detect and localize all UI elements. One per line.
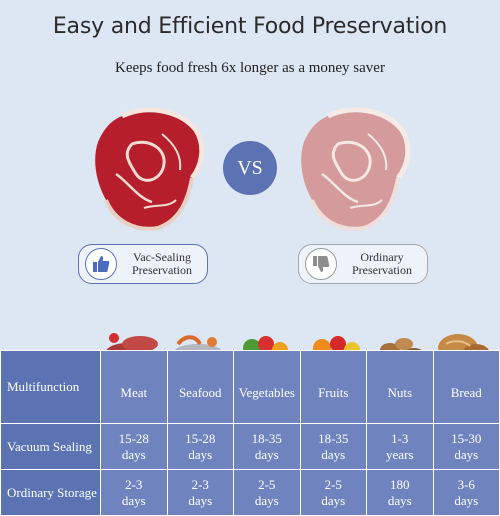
column-header-vegetables: Vegetables	[233, 350, 301, 424]
row-label-ordinary-storage: Ordinary Storage	[0, 469, 101, 516]
thumbs-up-icon	[85, 248, 117, 280]
table-row: Multifunction Meat Seafood Vegetables Fr…	[0, 350, 500, 424]
page-subtitle: Keeps food fresh 6x longer as a money sa…	[115, 60, 385, 76]
row-label-multifunction: Multifunction	[0, 350, 101, 424]
column-header-fruits: Fruits	[299, 350, 367, 424]
ordinary-steak-image	[301, 107, 411, 231]
vac-sealing-label-line2: Preservation	[132, 263, 192, 277]
thumbs-down-icon	[305, 248, 337, 280]
table-row: Ordinary Storage 2-3 days 2-3 days 2-5 days…	[0, 469, 500, 516]
ordinary-meat-cell: 2-3 days	[100, 469, 168, 516]
column-header-bread: Bread	[432, 350, 500, 424]
vs-badge: VS	[223, 141, 277, 195]
vac-sealing-badge: Vac-Sealing Preservation	[78, 244, 208, 284]
column-header-nuts: Nuts	[366, 350, 434, 424]
ordinary-nuts-cell: 180 days	[366, 469, 434, 516]
vacuum-fruits-cell: 18-35 days	[299, 423, 367, 470]
column-header-seafood: Seafood	[166, 350, 234, 424]
ordinary-label-line1: Ordinary	[360, 250, 404, 264]
ordinary-fruits-cell: 2-5 days	[299, 469, 367, 516]
table-row: Vacuum Sealing 15-28 days 15-28 days 18-35…	[0, 423, 500, 470]
ordinary-bread-cell: 3-6 days	[432, 469, 500, 516]
column-header-meat: Meat	[100, 350, 168, 424]
vacuum-vegetables-cell: 18-35 days	[233, 423, 301, 470]
row-label-vacuum-sealing: Vacuum Sealing	[0, 423, 101, 470]
fresh-steak-image	[95, 107, 205, 231]
vacuum-nuts-cell: 1-3 years	[366, 423, 434, 470]
ordinary-seafood-cell: 2-3 days	[166, 469, 234, 516]
vacuum-meat-cell: 15-28 days	[100, 423, 168, 470]
vacuum-bread-cell: 15-30 days	[432, 423, 500, 470]
comparison-table: Multifunction Meat Seafood Vegetables Fr…	[0, 350, 500, 516]
ordinary-label-line2: Preservation	[352, 263, 412, 277]
ordinary-vegetables-cell: 2-5 days	[233, 469, 301, 516]
vac-sealing-label-line1: Vac-Sealing	[133, 250, 191, 264]
page-title: Easy and Efficient Food Preservation	[52, 14, 448, 39]
vacuum-seafood-cell: 15-28 days	[166, 423, 234, 470]
ordinary-badge: Ordinary Preservation	[298, 244, 428, 284]
